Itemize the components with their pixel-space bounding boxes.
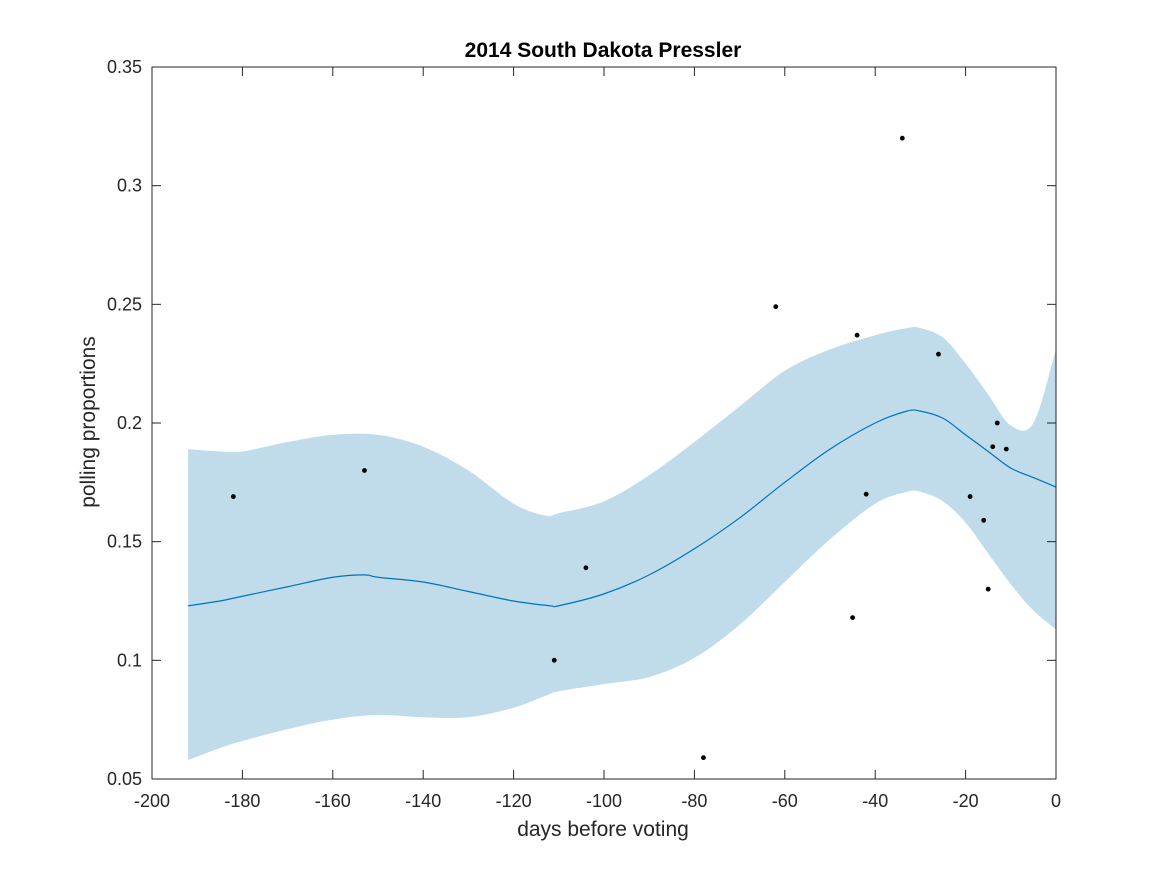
poll-point xyxy=(583,565,589,571)
poll-point xyxy=(551,657,557,663)
x-tick-label: -200 xyxy=(134,791,170,811)
poll-point xyxy=(773,304,779,310)
y-tick-label: 0.35 xyxy=(107,57,142,77)
y-tick-label: 0.1 xyxy=(117,650,142,670)
poll-point xyxy=(701,755,706,761)
confidence-band xyxy=(188,327,1056,761)
x-tick-label: -60 xyxy=(772,791,798,811)
fit-line xyxy=(188,409,1057,608)
x-tick-label: -120 xyxy=(496,791,532,811)
poll-point xyxy=(994,420,1000,426)
x-tick-label: -140 xyxy=(405,791,441,811)
x-tick-label: -100 xyxy=(586,791,622,811)
y-tick-label: 0.15 xyxy=(107,532,142,552)
y-axis-title: polling proportions xyxy=(77,336,100,508)
plot-area xyxy=(188,135,1057,761)
poll-point xyxy=(981,517,987,523)
poll-point xyxy=(230,494,236,499)
poll-point xyxy=(985,586,991,592)
y-tick-label: 0.2 xyxy=(117,413,142,433)
x-tick-label: -180 xyxy=(224,791,260,811)
x-tick-label: 0 xyxy=(1051,791,1061,811)
x-tick-label: -160 xyxy=(315,791,351,811)
poll-point xyxy=(990,444,996,450)
poll-point xyxy=(899,135,905,141)
poll-point xyxy=(850,615,855,621)
x-tick-label: -80 xyxy=(681,791,707,811)
ticks: -200 -180 -160 -140 -120 -100 -80 -60 -40 -20 00.0… xyxy=(107,57,1061,811)
poll-point xyxy=(967,494,973,499)
poll-point xyxy=(854,332,860,338)
y-tick-label: 0.25 xyxy=(107,294,142,314)
x-tick-label: -40 xyxy=(862,791,888,811)
chart-title: 2014 South Dakota Pressler xyxy=(465,39,742,62)
x-axis-title: days before voting xyxy=(517,818,689,841)
poll-point xyxy=(362,468,367,473)
y-tick-label: 0.05 xyxy=(107,769,142,789)
poll-point xyxy=(936,351,941,357)
poll-point xyxy=(863,491,869,497)
x-tick-label: -20 xyxy=(953,791,979,811)
y-tick-label: 0.3 xyxy=(117,176,142,196)
poll-point xyxy=(1003,446,1009,452)
